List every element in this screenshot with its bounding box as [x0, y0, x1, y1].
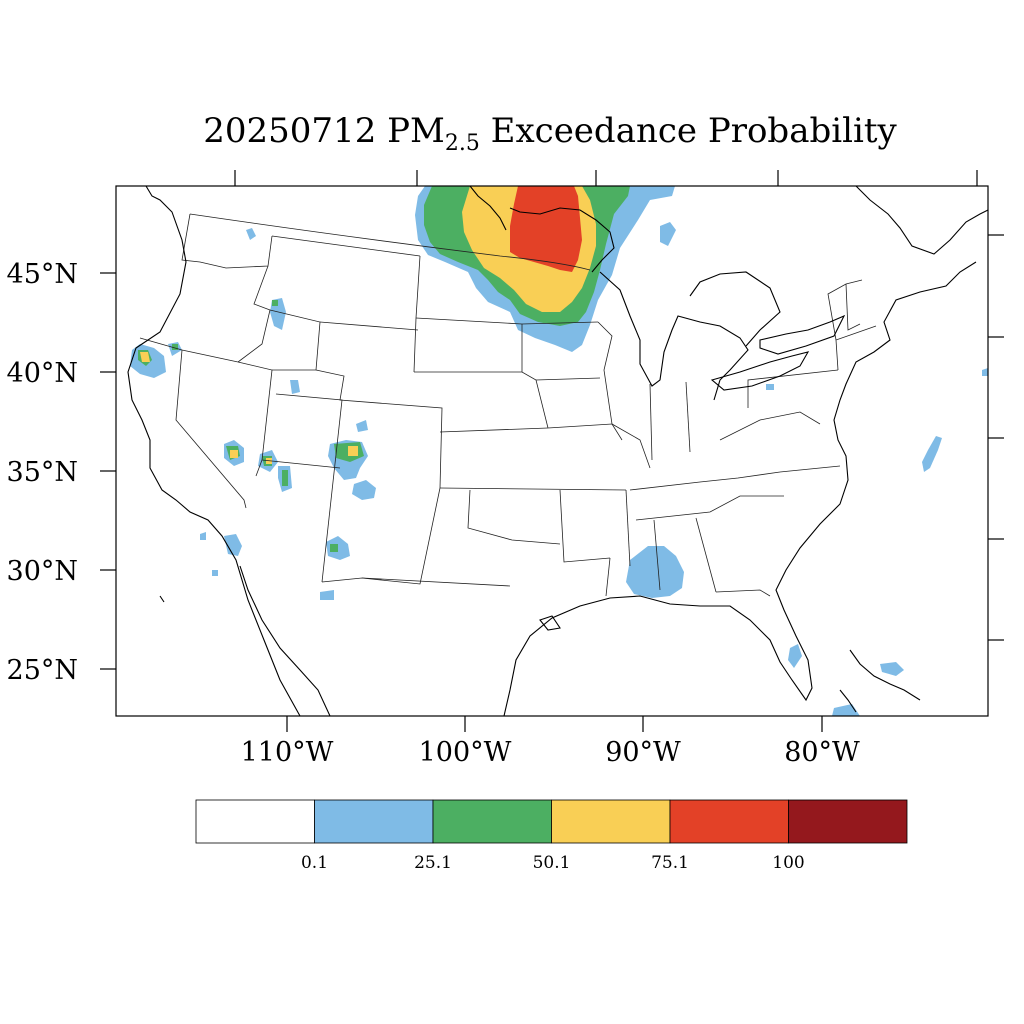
lat-label-25: 25°N — [7, 655, 78, 686]
colorbar-label-0: 0.1 — [301, 853, 328, 873]
lat-label-30: 30°N — [7, 556, 78, 587]
lon-label-100w: 100°W — [419, 737, 512, 768]
right-ticks — [988, 234, 1004, 641]
lon-label-80w: 80°W — [784, 737, 860, 768]
state-boundaries — [139, 213, 877, 597]
colorbar-label-1: 25.1 — [414, 853, 452, 873]
colorbar-box-yellow — [551, 799, 671, 844]
probability-red-areas — [510, 186, 582, 272]
coastlines — [127, 186, 988, 716]
longitude-labels: 110°W 100°W 90°W 80°W — [241, 737, 860, 768]
bottom-ticks — [286, 716, 823, 732]
colorbar-box-white — [195, 799, 315, 844]
colorbar-box-red — [669, 799, 789, 844]
left-ticks — [100, 272, 116, 670]
colorbar-label-3: 75.1 — [651, 853, 689, 873]
colorbar: 0.1 25.1 50.1 75.1 100 — [195, 799, 908, 873]
lon-label-90w: 90°W — [605, 737, 681, 768]
top-ticks — [234, 170, 978, 186]
lat-label-45: 45°N — [7, 259, 78, 290]
map-title: 20250712 PM2.5 Exceedance Probability — [203, 111, 897, 156]
colorbar-label-4: 100 — [772, 853, 804, 873]
map-frame — [115, 185, 989, 717]
colorbar-box-dark-red — [788, 799, 908, 844]
map-panel — [127, 186, 988, 716]
colorbar-labels: 0.1 25.1 50.1 75.1 100 — [301, 853, 805, 873]
colorbar-box-blue — [314, 799, 434, 844]
latitude-labels: 45°N 40°N 35°N 30°N 25°N — [7, 259, 78, 686]
colorbar-box-green — [432, 799, 552, 844]
lat-label-40: 40°N — [7, 358, 78, 389]
colorbar-label-2: 50.1 — [533, 853, 571, 873]
lon-label-110w: 110°W — [241, 737, 334, 768]
lat-label-35: 35°N — [7, 457, 78, 488]
